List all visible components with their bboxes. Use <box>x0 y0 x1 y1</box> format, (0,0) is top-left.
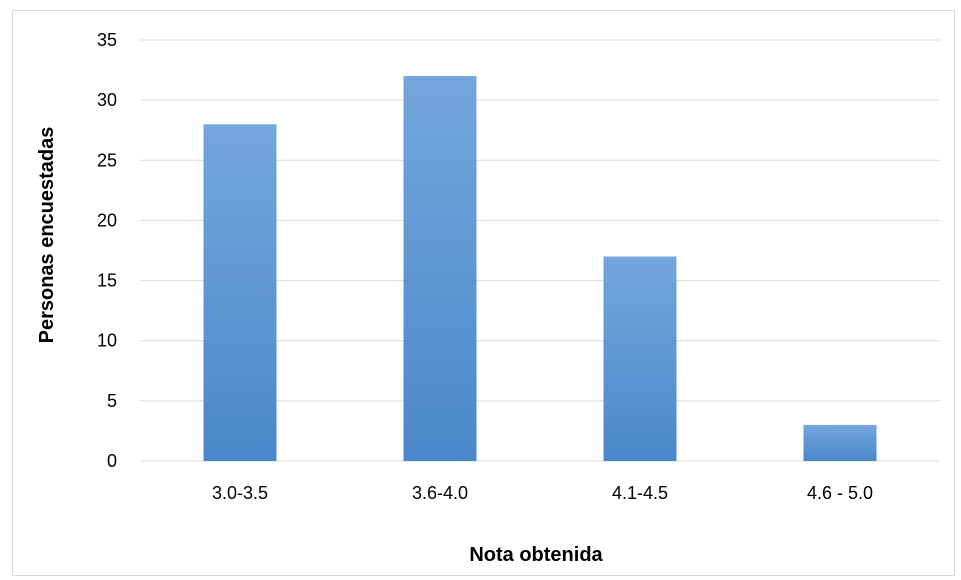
y-tick-label: 25 <box>97 150 117 170</box>
bar-3.0-3.5 <box>203 124 277 461</box>
bar-3.6-4.0 <box>403 76 477 461</box>
y-tick-label: 35 <box>97 30 117 50</box>
x-tick-label: 3.6-4.0 <box>412 483 468 503</box>
x-tick-label: 4.1-4.5 <box>612 483 668 503</box>
x-tick-label: 4.6 - 5.0 <box>807 483 873 503</box>
y-tick-label: 15 <box>97 271 117 291</box>
y-axis-title: Personas encuestadas <box>36 127 58 344</box>
bar-4.1-4.5 <box>603 256 677 461</box>
x-axis-title: Nota obtenida <box>469 544 603 566</box>
y-tick-label: 20 <box>97 210 117 230</box>
y-tick-label: 0 <box>107 451 117 471</box>
chart-frame <box>12 10 955 576</box>
y-tick-label: 30 <box>97 90 117 110</box>
y-tick-label: 5 <box>107 391 117 411</box>
y-tick-label: 10 <box>97 331 117 351</box>
x-tick-label: 3.0-3.5 <box>212 483 268 503</box>
bar-4.6-5.0 <box>803 424 877 461</box>
